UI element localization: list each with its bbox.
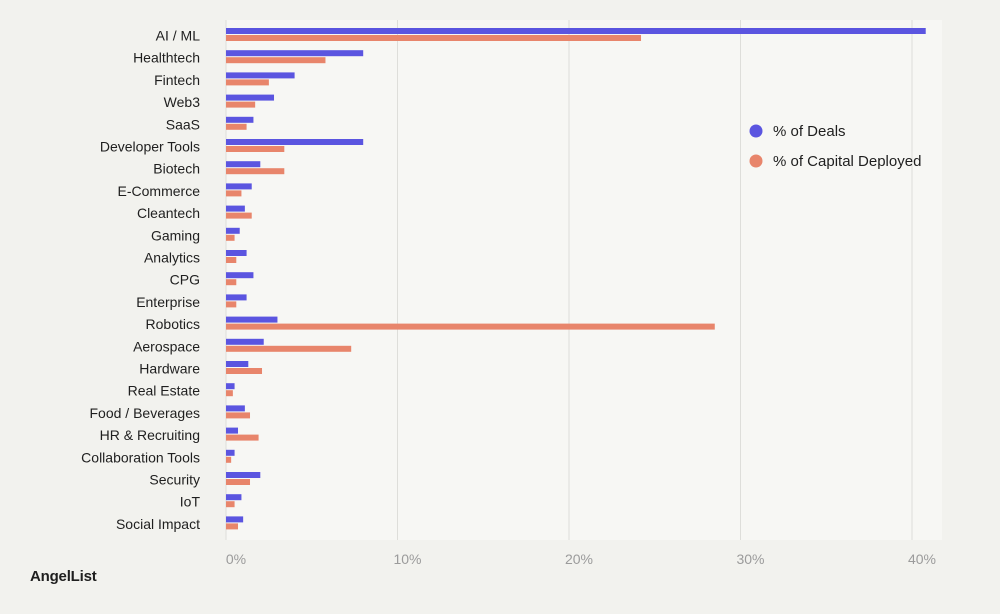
bar-capital	[226, 257, 237, 263]
legend-marker-deals	[749, 124, 763, 138]
category-label: SaaS	[166, 116, 200, 132]
category-label: Real Estate	[128, 383, 201, 399]
bar-deals	[226, 361, 249, 367]
bar-capital	[226, 234, 235, 241]
category-label: AI / ML	[156, 28, 201, 44]
x-tick-label: 0%	[226, 551, 246, 567]
bar-capital	[226, 479, 251, 485]
bar-deals	[226, 139, 364, 145]
category-label: Healthtech	[133, 50, 200, 66]
legend-label-deals: % of Deals	[773, 123, 846, 140]
bar-deals	[226, 116, 254, 123]
category-label: Biotech	[153, 161, 200, 177]
bar-capital	[226, 168, 285, 175]
legend-marker-capital	[749, 154, 763, 168]
bar-deals	[226, 405, 245, 412]
category-label: Collaboration Tools	[81, 449, 200, 465]
bar-capital	[226, 323, 715, 330]
category-label: Web3	[164, 94, 201, 110]
bar-capital	[226, 279, 237, 286]
bar-capital	[226, 345, 352, 352]
category-label: HR & Recruiting	[100, 427, 200, 443]
category-label: Analytics	[144, 250, 200, 266]
category-label: Robotics	[146, 316, 200, 332]
category-label: IoT	[180, 494, 201, 510]
x-tick-label: 20%	[565, 551, 593, 567]
category-label: Fintech	[154, 72, 200, 88]
bar-capital	[226, 368, 263, 374]
category-label: Enterprise	[136, 294, 200, 310]
bar-deals	[226, 28, 926, 34]
bar-capital	[226, 35, 642, 41]
bar-deals	[226, 294, 247, 301]
bar-deals	[226, 72, 295, 79]
bar-capital	[226, 57, 326, 64]
bar-capital	[226, 523, 239, 530]
bar-capital	[226, 79, 269, 86]
bar-capital	[226, 456, 232, 463]
bar-capital	[226, 412, 251, 419]
category-label: Developer Tools	[100, 139, 200, 155]
category-label: Aerospace	[133, 338, 200, 354]
x-tick-label: 10%	[393, 551, 421, 567]
bar-capital	[226, 101, 256, 108]
bar-deals	[226, 227, 240, 234]
bar-capital	[226, 390, 233, 397]
bar-deals	[226, 427, 239, 434]
bar-capital	[226, 123, 247, 130]
category-label: Hardware	[139, 361, 200, 377]
bar-capital	[226, 501, 235, 508]
bar-capital	[226, 434, 259, 441]
bar-deals	[226, 161, 261, 168]
category-label: Food / Beverages	[89, 405, 200, 421]
bar-deals	[226, 205, 245, 212]
bar-deals	[226, 183, 252, 190]
bar-deals	[226, 449, 235, 456]
bar-deals	[226, 94, 275, 101]
category-label: Security	[149, 472, 200, 488]
category-label: Social Impact	[116, 516, 200, 532]
x-tick-label: 40%	[908, 551, 936, 567]
category-label: CPG	[170, 272, 200, 288]
bar-capital	[226, 190, 242, 197]
bar-deals	[226, 316, 278, 323]
bar-deals	[226, 272, 254, 279]
bar-capital	[226, 146, 285, 152]
bar-deals	[226, 250, 247, 256]
bar-capital	[226, 301, 237, 308]
category-label: E-Commerce	[118, 183, 201, 199]
bar-deals	[226, 383, 235, 390]
bar-deals	[226, 516, 244, 523]
bar-deals	[226, 494, 242, 501]
brand-logo: AngelList	[30, 568, 97, 585]
category-label: Gaming	[151, 227, 200, 243]
category-label: Cleantech	[137, 205, 200, 221]
legend-label-capital: % of Capital Deployed	[773, 153, 921, 170]
plot-area	[226, 20, 942, 540]
x-tick-label: 30%	[736, 551, 764, 567]
bar-deals	[226, 50, 364, 57]
bar-capital	[226, 212, 252, 219]
bar-deals	[226, 338, 264, 345]
bar-deals	[226, 472, 261, 478]
